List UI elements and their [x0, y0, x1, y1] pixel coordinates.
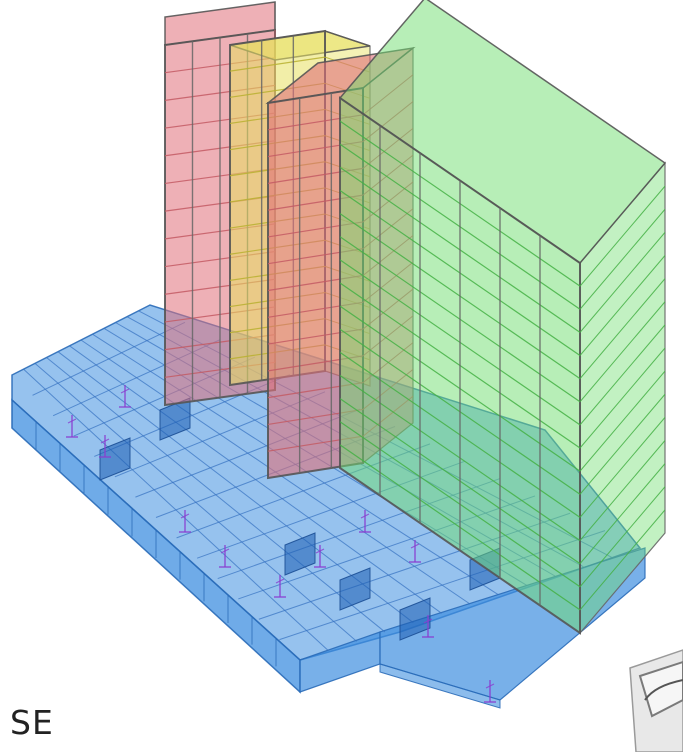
view-orientation-label: SE	[10, 703, 54, 742]
support-symbols	[66, 385, 496, 703]
green-tower	[338, 0, 667, 635]
view-cube-icon[interactable]	[629, 649, 683, 752]
